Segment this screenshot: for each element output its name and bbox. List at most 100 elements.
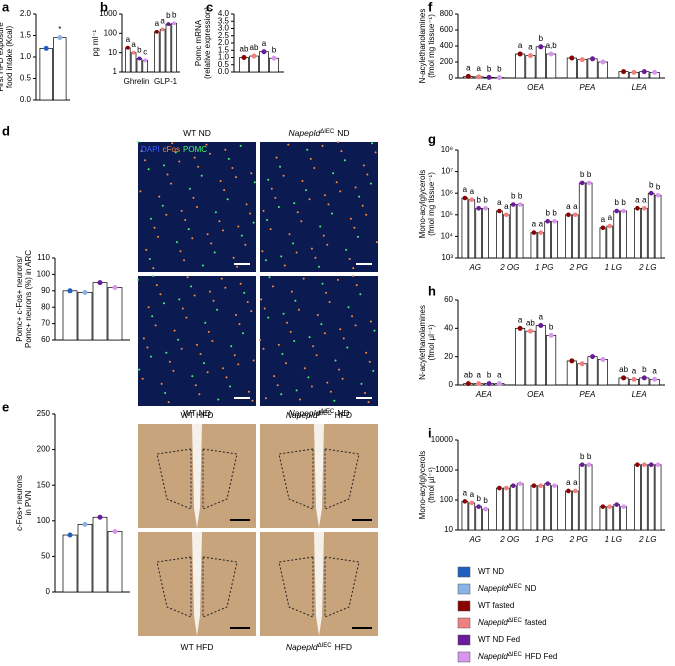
cell [140, 150, 143, 153]
cell [221, 367, 224, 370]
significance-label: a [470, 187, 475, 196]
condition: WT fasted [478, 601, 514, 610]
bar [606, 225, 614, 259]
bar-point [538, 44, 544, 50]
cell [267, 316, 270, 319]
cell [353, 226, 356, 229]
cell [193, 294, 196, 297]
bar-point [614, 502, 619, 507]
genotype-sup: ΔIEC [318, 411, 333, 417]
x-tick-label: 2 OG [499, 535, 519, 544]
significance-label: a,b [546, 41, 558, 50]
y-tick-label: 60 [444, 295, 453, 304]
genotype-sup: ΔIEC [320, 129, 335, 135]
cell [173, 329, 176, 332]
x-tick-label: 2 OG [499, 263, 519, 272]
cell [334, 359, 337, 362]
bar-point [261, 49, 267, 55]
cell [314, 256, 317, 259]
cell [237, 363, 240, 366]
y-axis-label: (fmol µl⁻¹) [427, 467, 436, 503]
bar-point [600, 504, 606, 509]
bar-point [143, 58, 148, 63]
bar [125, 47, 131, 73]
cell [144, 159, 147, 162]
significance-label: ab [250, 43, 259, 52]
y-tick-label: 800 [440, 9, 454, 18]
cell [290, 290, 293, 293]
significance-label: b [476, 195, 481, 204]
cell [149, 217, 152, 220]
x-tick-label: 2 PG [569, 535, 588, 544]
x-tick-label: 1 PG [535, 263, 553, 272]
cell [151, 315, 154, 318]
cell [190, 285, 193, 288]
bar [92, 516, 108, 593]
bar-point [476, 381, 482, 387]
y-tick-label: 10⁷ [441, 167, 453, 176]
stain-name: cFos [163, 145, 180, 154]
bar-point [510, 202, 516, 207]
bar [537, 232, 545, 259]
cell [145, 248, 148, 251]
significance-label: b [614, 198, 619, 207]
cell [219, 180, 222, 182]
significance-label: b [549, 323, 554, 332]
y-axis-label: Mono-acylglycerols [418, 170, 427, 238]
cell [199, 353, 202, 355]
cell [148, 258, 151, 260]
bar-point [621, 375, 627, 381]
cell [365, 351, 368, 354]
y-tick-label: 3.0 [218, 24, 230, 33]
cell [165, 213, 168, 216]
bar-point [483, 205, 488, 211]
significance-label: ab [619, 365, 628, 374]
gene-name: Napepld [478, 618, 508, 627]
y-tick-label: 600 [440, 25, 454, 34]
significance-label: ab [464, 371, 473, 380]
cell [352, 275, 355, 277]
stain-name: DAPI [141, 145, 160, 154]
y-tick-label: 4.0 [218, 9, 230, 18]
bar [259, 51, 269, 73]
bar-point [67, 532, 73, 538]
x-tick-label: 2 LG [638, 263, 656, 272]
bar [154, 31, 160, 73]
x-tick-label: OEA [527, 390, 544, 399]
cell [138, 368, 141, 371]
cell [365, 213, 368, 216]
bar-point [642, 462, 647, 468]
y-tick-label: 20 [444, 352, 453, 361]
significance-label: b [487, 64, 492, 73]
bar-point [510, 483, 516, 488]
cell [323, 332, 326, 335]
cell [193, 156, 196, 159]
significance-label: b [642, 365, 647, 374]
bar [107, 531, 123, 593]
cell [299, 398, 302, 401]
bar [503, 214, 510, 259]
cell [260, 298, 263, 301]
bar [571, 490, 579, 531]
cell [294, 299, 297, 302]
cell [343, 159, 346, 162]
cell [262, 209, 265, 212]
bar [62, 290, 78, 341]
condition: WT ND [183, 408, 211, 418]
significance-label: b [539, 34, 544, 43]
bar-point [607, 223, 613, 229]
cell [252, 221, 255, 224]
cell [167, 401, 170, 404]
cell [165, 351, 168, 354]
bar [515, 327, 526, 386]
cell [211, 340, 214, 342]
cell [250, 172, 253, 175]
bar-point [465, 73, 471, 79]
y-tick-label: 70 [41, 319, 50, 328]
x-tick-label: Ghrelin [124, 77, 150, 86]
x-tick-label: AG [468, 263, 481, 272]
cell [197, 165, 200, 168]
bar [92, 282, 108, 341]
bar-point [271, 55, 277, 61]
bar [475, 506, 483, 531]
